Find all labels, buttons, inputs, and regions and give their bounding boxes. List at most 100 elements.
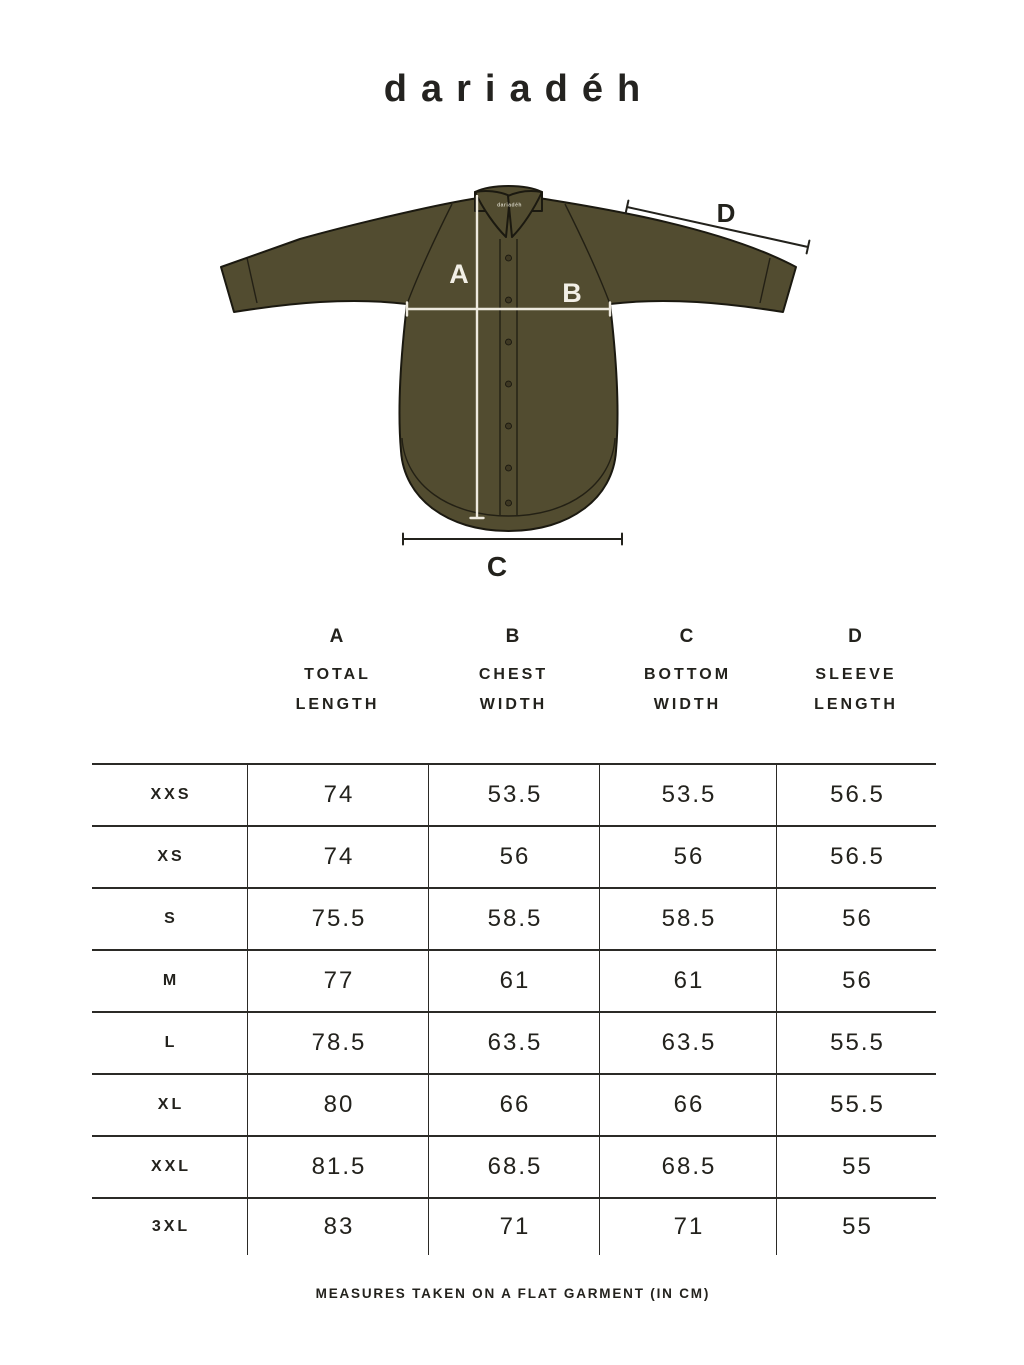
hem-seam bbox=[401, 437, 616, 517]
table-row: XXS 74 53.5 53.5 56.5 bbox=[92, 763, 936, 825]
measure-line-C bbox=[402, 532, 623, 546]
value-cell: 58.5 bbox=[599, 889, 776, 949]
button bbox=[505, 296, 512, 304]
size-cell: XXL bbox=[150, 1158, 192, 1175]
value-cell: 68.5 bbox=[599, 1137, 776, 1197]
column-label-line2: WIDTH bbox=[653, 696, 722, 713]
armhole-seam-left bbox=[406, 203, 453, 305]
value-cell: 56.5 bbox=[776, 765, 936, 825]
column-label-line2: LENGTH bbox=[814, 696, 898, 713]
value-cell: 55 bbox=[776, 1137, 936, 1197]
value-cell: 61 bbox=[428, 951, 599, 1011]
measure-line-B bbox=[405, 301, 612, 317]
button bbox=[505, 338, 512, 346]
column-header-a: A TOTAL LENGTH bbox=[247, 626, 428, 720]
button bbox=[505, 499, 512, 507]
armhole-seam-right bbox=[564, 203, 611, 305]
collar-flap-right bbox=[507, 190, 543, 238]
value-cell: 56 bbox=[776, 889, 936, 949]
size-table: XXS 74 53.5 53.5 56.5 XS 74 56 56 56.5 S… bbox=[92, 763, 936, 1255]
table-header: A TOTAL LENGTH B CHEST WIDTH C BOTTOM WI… bbox=[92, 626, 936, 720]
value-cell: 63.5 bbox=[599, 1013, 776, 1073]
size-cell: XXS bbox=[150, 786, 192, 803]
value-cell: 56 bbox=[776, 951, 936, 1011]
table-row: 3XL 83 71 71 55 bbox=[92, 1197, 936, 1255]
column-label: CHEST WIDTH bbox=[428, 660, 599, 720]
value-cell: 56 bbox=[428, 827, 599, 887]
value-cell: 53.5 bbox=[599, 765, 776, 825]
value-cell: 80 bbox=[247, 1075, 428, 1135]
column-header-b: B CHEST WIDTH bbox=[428, 626, 599, 720]
value-cell: 75.5 bbox=[247, 889, 428, 949]
collar-tag-label: dariadéh bbox=[497, 203, 522, 209]
header-spacer bbox=[92, 626, 247, 720]
measure-label-c: C bbox=[487, 551, 507, 582]
column-label-line1: BOTTOM bbox=[643, 666, 732, 683]
value-cell: 55.5 bbox=[776, 1075, 936, 1135]
value-cell: 66 bbox=[428, 1075, 599, 1135]
column-letter: C bbox=[679, 626, 696, 647]
value-cell: 55 bbox=[776, 1199, 936, 1255]
column-letter: D bbox=[848, 626, 864, 647]
button bbox=[505, 380, 512, 388]
value-cell: 74 bbox=[247, 765, 428, 825]
size-cell: M bbox=[162, 972, 180, 989]
buttons bbox=[505, 254, 512, 507]
measurement-note: MEASURES TAKEN ON A FLAT GARMENT (IN CM) bbox=[315, 1286, 711, 1301]
column-header-c: C BOTTOM WIDTH bbox=[599, 626, 776, 720]
value-cell: 74 bbox=[247, 827, 428, 887]
measure-label-a: A bbox=[449, 259, 469, 289]
button bbox=[505, 254, 512, 262]
table-row: M 77 61 61 56 bbox=[92, 949, 936, 1011]
value-cell: 66 bbox=[599, 1075, 776, 1135]
table-row: XL 80 66 66 55.5 bbox=[92, 1073, 936, 1135]
column-label: SLEEVE LENGTH bbox=[776, 660, 936, 720]
size-cell: XS bbox=[157, 848, 185, 865]
value-cell: 71 bbox=[428, 1199, 599, 1255]
value-cell: 55.5 bbox=[776, 1013, 936, 1073]
shirt-diagram: dariadéh A B bbox=[220, 185, 811, 582]
value-cell: 58.5 bbox=[428, 889, 599, 949]
table-row: L 78.5 63.5 63.5 55.5 bbox=[92, 1011, 936, 1073]
size-cell: L bbox=[164, 1034, 178, 1051]
table-row: XXL 81.5 68.5 68.5 55 bbox=[92, 1135, 936, 1197]
value-cell: 78.5 bbox=[247, 1013, 428, 1073]
size-cell: 3XL bbox=[151, 1218, 191, 1235]
cuff-seam-right bbox=[759, 257, 771, 304]
column-header-d: D SLEEVE LENGTH bbox=[776, 626, 936, 720]
value-cell: 63.5 bbox=[428, 1013, 599, 1073]
table-row: XS 74 56 56 56.5 bbox=[92, 825, 936, 887]
value-cell: 56.5 bbox=[776, 827, 936, 887]
column-label-line1: SLEEVE bbox=[815, 666, 897, 683]
value-cell: 68.5 bbox=[428, 1137, 599, 1197]
column-letter: B bbox=[505, 626, 522, 647]
button bbox=[505, 422, 512, 430]
measure-label-b: B bbox=[562, 278, 582, 308]
column-label-line2: LENGTH bbox=[295, 696, 380, 713]
measure-line-D bbox=[624, 199, 811, 255]
measure-line-A bbox=[469, 194, 485, 520]
value-cell: 77 bbox=[247, 951, 428, 1011]
column-label: TOTAL LENGTH bbox=[247, 660, 428, 720]
table-row: S 75.5 58.5 58.5 56 bbox=[92, 887, 936, 949]
size-cell: S bbox=[164, 910, 178, 927]
value-cell: 81.5 bbox=[247, 1137, 428, 1197]
measure-label-d: D bbox=[717, 198, 736, 228]
value-cell: 61 bbox=[599, 951, 776, 1011]
shirt-body bbox=[220, 195, 797, 532]
size-cell: XL bbox=[157, 1096, 185, 1113]
column-label-line2: WIDTH bbox=[479, 696, 548, 713]
column-letter: A bbox=[329, 626, 346, 647]
column-label-line1: TOTAL bbox=[304, 666, 371, 683]
value-cell: 83 bbox=[247, 1199, 428, 1255]
value-cell: 71 bbox=[599, 1199, 776, 1255]
column-label: BOTTOM WIDTH bbox=[599, 660, 776, 720]
brand-logo: dariadéh bbox=[383, 68, 655, 110]
value-cell: 53.5 bbox=[428, 765, 599, 825]
cuff-seam-left bbox=[246, 257, 258, 304]
value-cell: 56 bbox=[599, 827, 776, 887]
button bbox=[505, 464, 512, 472]
column-label-line1: CHEST bbox=[478, 666, 549, 683]
collar-flap-left bbox=[474, 190, 511, 238]
